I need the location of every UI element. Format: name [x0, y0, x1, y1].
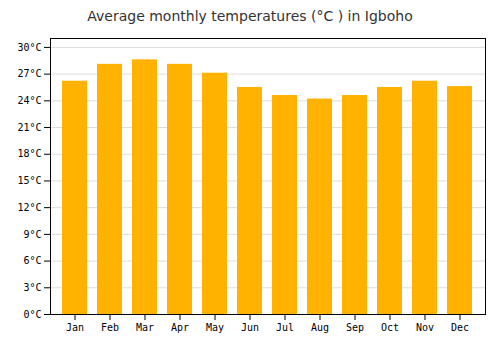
svg-text:Jul: Jul	[276, 322, 294, 333]
svg-text:24°C: 24°C	[17, 95, 41, 106]
svg-text:30°C: 30°C	[17, 42, 41, 53]
svg-text:Jun: Jun	[241, 322, 259, 333]
svg-text:Oct: Oct	[381, 322, 399, 333]
svg-text:18°C: 18°C	[17, 148, 41, 159]
svg-text:12°C: 12°C	[17, 202, 41, 213]
svg-text:21°C: 21°C	[17, 122, 41, 133]
html-text:Average monthly temperatures (: Average monthly temperatures (°C ) in Ig…	[87, 8, 413, 24]
svg-text:May: May	[206, 322, 224, 333]
svg-text:27°C: 27°C	[17, 68, 41, 79]
svg-text:Feb: Feb	[101, 322, 119, 333]
svg-text:3°C: 3°C	[23, 282, 41, 293]
svg-text:Apr: Apr	[171, 322, 189, 333]
svg-text:9°C: 9°C	[23, 229, 41, 240]
svg-text:Jan: Jan	[66, 322, 84, 333]
svg-text:0°C: 0°C	[23, 309, 41, 320]
svg-text:6°C: 6°C	[23, 255, 41, 266]
svg-text:Sep: Sep	[346, 322, 364, 333]
svg-text:Dec: Dec	[451, 322, 469, 333]
svg-text:Aug: Aug	[311, 322, 329, 333]
svg-text:Nov: Nov	[416, 322, 434, 333]
svg-text:15°C: 15°C	[17, 175, 41, 186]
svg-text:Mar: Mar	[136, 322, 154, 333]
